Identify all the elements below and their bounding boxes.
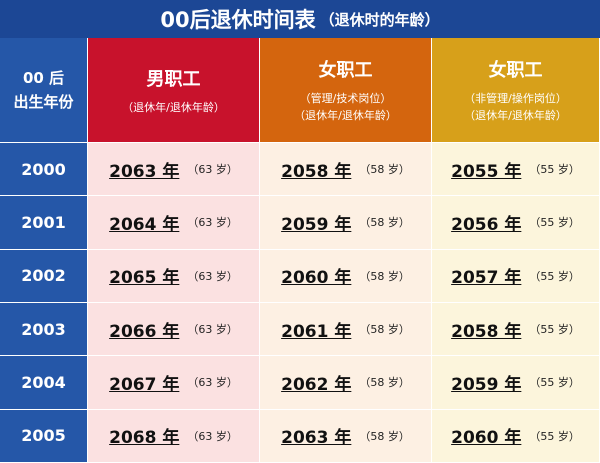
column-note: （管理/技术岗位）	[299, 92, 392, 105]
retire-year: 2056 年	[451, 214, 522, 235]
table-cell: 2055 年 （55 岁）	[432, 143, 600, 197]
retire-age: （63 岁）	[187, 376, 238, 390]
retire-age: （58 岁）	[359, 269, 410, 283]
birth-year: 2004	[0, 356, 88, 410]
table-cell: 2056 年 （55 岁）	[432, 196, 600, 250]
retire-year: 2057 年	[451, 268, 522, 289]
header-line: 00 后	[22, 69, 65, 87]
table-cell: 2058 年 （58 岁）	[260, 143, 432, 197]
retirement-table: 00 后出生年份 男职工 （退休年/退休年龄） 女职工 （管理/技术岗位） （退休年/退休…	[0, 38, 600, 463]
table-cell: 2058 年 （55 岁）	[432, 302, 600, 357]
table-cell: 2059 年 （58 岁）	[260, 196, 432, 250]
birth-year: 2003	[0, 302, 88, 357]
retire-age: （55 岁）	[529, 163, 580, 177]
retire-year: 2062 年	[281, 374, 352, 395]
title: 00后退休时间表	[160, 8, 316, 32]
retire-age: （63 岁）	[187, 429, 238, 443]
retire-age: （63 岁）	[187, 216, 238, 230]
retire-age: （55 岁）	[529, 376, 580, 390]
birth-year: 2002	[0, 249, 88, 303]
retire-year: 2066 年	[109, 321, 180, 342]
column-header: 男职工 （退休年/退休年龄）	[88, 38, 260, 143]
retire-age: （63 岁）	[187, 323, 238, 337]
retire-year: 2063 年	[109, 161, 180, 182]
header-cell: 00 后出生年份	[0, 38, 88, 143]
table-cell: 2067 年 （63 岁）	[88, 356, 260, 410]
retire-age: （58 岁）	[359, 163, 410, 177]
birth-year: 2000	[0, 143, 88, 197]
column-note: （退休年/退休年龄）	[122, 100, 225, 114]
retire-age: （55 岁）	[529, 269, 580, 283]
retire-year: 2060 年	[281, 268, 352, 289]
table-cell: 2063 年 （63 岁）	[88, 143, 260, 197]
table-cell: 2059 年 （55 岁）	[432, 356, 600, 410]
retire-age: （55 岁）	[529, 323, 580, 337]
title-bar: 00后退休时间表 （退休时的年龄）	[0, 0, 600, 38]
table-cell: 2060 年 （58 岁）	[260, 249, 432, 303]
retire-year: 2058 年	[281, 161, 352, 182]
column-note: （非管理/操作岗位）	[464, 92, 567, 105]
retire-age: （63 岁）	[187, 163, 238, 177]
retire-age: （58 岁）	[359, 216, 410, 230]
retire-age: （55 岁）	[529, 216, 580, 230]
column-header: 女职工 （管理/技术岗位） （退休年/退休年龄）	[260, 38, 432, 143]
table-cell: 2061 年 （58 岁）	[260, 302, 432, 357]
retire-age: （55 岁）	[529, 429, 580, 443]
table-cell: 2068 年 （63 岁）	[88, 409, 260, 463]
retire-year: 2064 年	[109, 214, 180, 235]
column-note: （退休年/退休年龄）	[294, 109, 397, 122]
retire-year: 2055 年	[451, 161, 522, 182]
retire-age: （58 岁）	[359, 429, 410, 443]
column-note: （退休年/退休年龄）	[464, 109, 567, 122]
table-cell: 2057 年 （55 岁）	[432, 249, 600, 303]
retire-year: 2068 年	[109, 428, 180, 449]
table-cell: 2066 年 （63 岁）	[88, 302, 260, 357]
retire-year: 2060 年	[451, 428, 522, 449]
header-line: 出生年份	[13, 93, 74, 111]
table-cell: 2060 年 （55 岁）	[432, 409, 600, 463]
table-cell: 2062 年 （58 岁）	[260, 356, 432, 410]
retire-year: 2067 年	[109, 374, 180, 395]
column-label: 女职工	[488, 60, 543, 81]
column-label: 男职工	[146, 68, 201, 90]
subtitle: （退休时的年龄）	[319, 10, 440, 29]
retire-age: （58 岁）	[359, 376, 410, 390]
retire-age: （58 岁）	[359, 323, 410, 337]
birth-year: 2005	[0, 409, 88, 463]
column-header: 女职工 （非管理/操作岗位） （退休年/退休年龄）	[432, 38, 600, 143]
retire-year: 2059 年	[281, 214, 352, 235]
retire-year: 2063 年	[281, 428, 352, 449]
table-cell: 2063 年 （58 岁）	[260, 409, 432, 463]
table-cell: 2064 年 （63 岁）	[88, 196, 260, 250]
birth-year: 2001	[0, 196, 88, 250]
retire-year: 2061 年	[281, 321, 352, 342]
retire-year: 2065 年	[109, 268, 180, 289]
table-cell: 2065 年 （63 岁）	[88, 249, 260, 303]
retire-year: 2058 年	[451, 321, 522, 342]
retire-year: 2059 年	[451, 374, 522, 395]
column-label: 女职工	[318, 60, 373, 81]
retire-age: （63 岁）	[187, 269, 238, 283]
